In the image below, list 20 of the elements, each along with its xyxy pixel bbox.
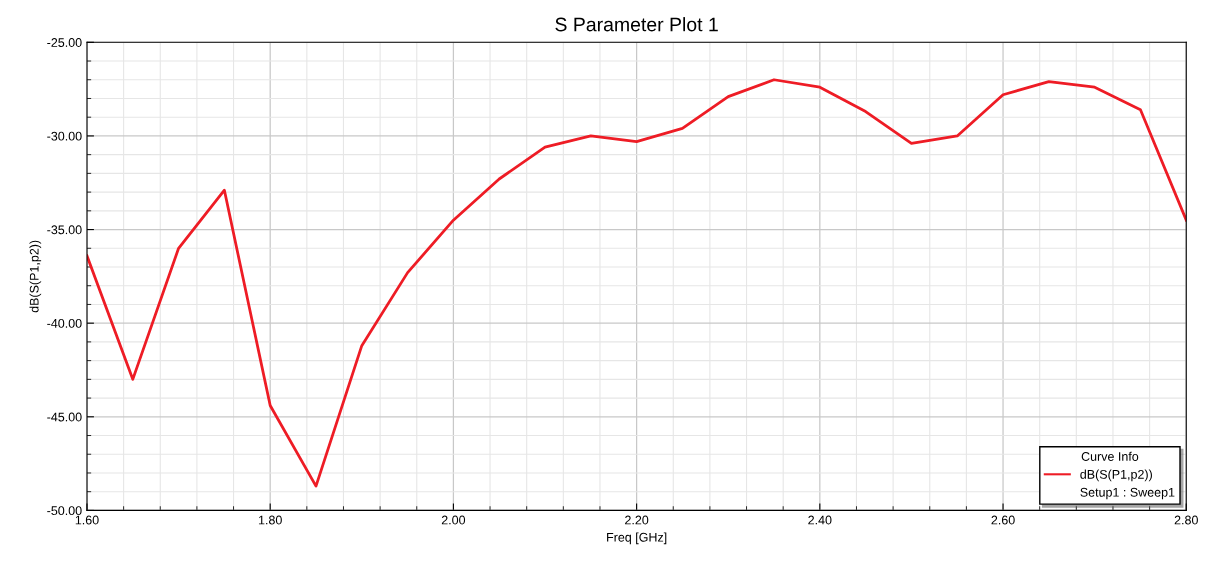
y-tick-label: -35.00 — [47, 225, 82, 235]
annotation: Setup1 : Sweep1 — [1080, 487, 1175, 500]
y-tick-label: -25.00 — [47, 38, 82, 47]
x-tick-label: 2.20 — [625, 515, 649, 525]
y-tick-label: -40.00 — [47, 318, 82, 328]
y-tick-label: -50.00 — [47, 506, 82, 516]
line-series — [86, 78, 1187, 488]
y-axis-title: dB(S(P1,p2)) — [29, 240, 42, 313]
y-tick-label: -45.00 — [47, 412, 82, 422]
x-tick-label: 1.80 — [258, 515, 282, 525]
y-tick-label: -30.00 — [47, 131, 82, 141]
legend-label: dB(S(P1,p2)) — [1080, 469, 1152, 482]
x-tick-label: 2.40 — [808, 515, 832, 525]
x-tick-label: 2.80 — [1174, 515, 1198, 525]
legend-title: Curve Info — [1081, 451, 1139, 461]
x-tick-label: 2.00 — [441, 515, 466, 525]
x-tick-label: 2.60 — [991, 515, 1015, 525]
chart-title: S Parameter Plot 1 — [555, 17, 718, 32]
x-tick-label: 1.60 — [75, 515, 99, 525]
x-axis-title: Freq [GHz] — [607, 532, 667, 545]
